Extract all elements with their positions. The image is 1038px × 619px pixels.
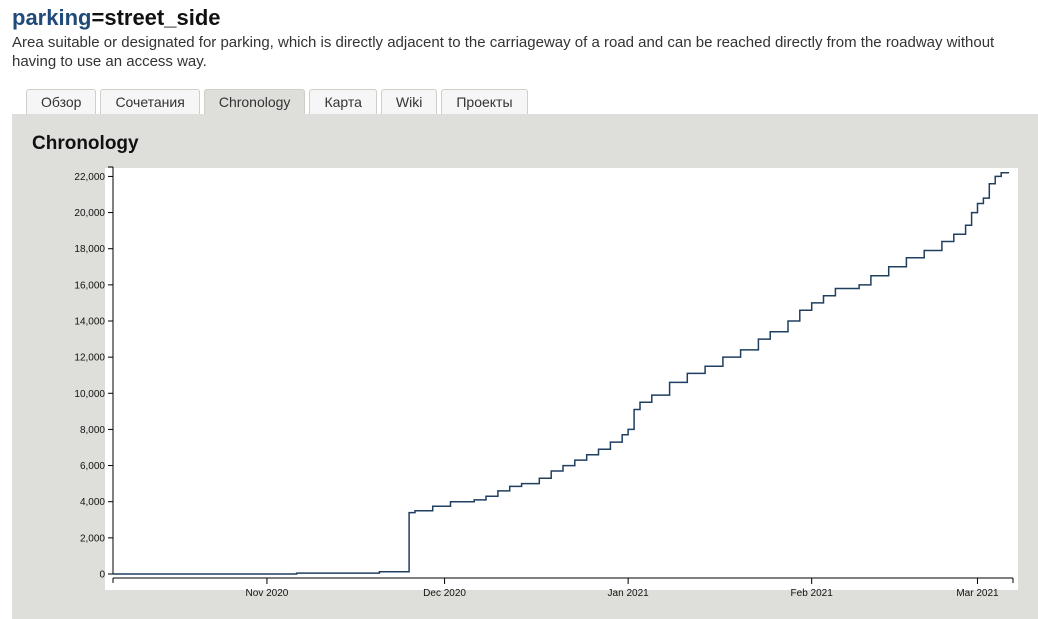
tag-value: street_side <box>104 5 221 30</box>
y-tick-label: 8,000 <box>80 425 105 436</box>
tab-projects[interactable]: Проекты <box>441 89 528 114</box>
chronology-panel: Chronology 0 2,000 4,000 6,000 8,000 10,000 12… <box>12 114 1038 619</box>
tag-description: Area suitable or designated for parking,… <box>12 34 995 70</box>
tab-overview[interactable]: Обзор <box>26 89 97 114</box>
tab-wiki[interactable]: Wiki <box>380 89 438 114</box>
y-tick-label: 20,000 <box>74 208 105 219</box>
y-tick-label: 10,000 <box>74 389 105 400</box>
y-tick-label: 14,000 <box>74 316 105 327</box>
tag-key[interactable]: parking <box>12 5 92 30</box>
y-tick-label: 6,000 <box>80 461 105 472</box>
x-tick-label: Dec 2020 <box>423 588 466 599</box>
y-tick-label: 0 <box>99 570 105 581</box>
chart-area <box>105 168 1018 590</box>
y-tick-label: 2,000 <box>80 533 105 544</box>
x-tick-label: Nov 2020 <box>246 588 289 599</box>
chronology-chart: 0 2,000 4,000 6,000 8,000 10,000 12,000 14,000 1… <box>74 166 1014 599</box>
tab-map[interactable]: Карта <box>309 89 377 114</box>
y-tick-label: 18,000 <box>74 244 105 255</box>
x-tick-label: Mar 2021 <box>956 588 999 599</box>
series-line <box>113 172 1009 575</box>
tab-bar: Обзор Сочетания Chronology Карта Wiki Пр… <box>26 89 528 115</box>
x-tick-label: Feb 2021 <box>791 588 834 599</box>
panel-title: Chronology <box>32 133 139 154</box>
page-title: parking=street_side <box>12 5 221 31</box>
tag-equals: = <box>91 5 105 30</box>
y-tick-label: 12,000 <box>74 353 105 364</box>
y-tick-label: 22,000 <box>74 172 105 183</box>
tab-chronology[interactable]: Chronology <box>203 89 306 115</box>
x-tick-label: Jan 2021 <box>608 588 650 599</box>
tab-combinations[interactable]: Сочетания <box>100 89 200 114</box>
y-tick-label: 4,000 <box>80 497 105 508</box>
y-tick-label: 16,000 <box>74 280 105 291</box>
